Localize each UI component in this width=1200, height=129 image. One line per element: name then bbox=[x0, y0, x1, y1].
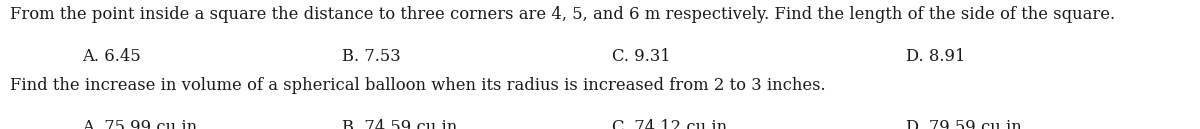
Text: B. 7.53: B. 7.53 bbox=[342, 48, 401, 65]
Text: From the point inside a square the distance to three corners are 4, 5, and 6 m r: From the point inside a square the dista… bbox=[10, 6, 1115, 23]
Text: C. 74.12 cu in: C. 74.12 cu in bbox=[612, 119, 727, 129]
Text: C. 9.31: C. 9.31 bbox=[612, 48, 671, 65]
Text: A. 75.99 cu in: A. 75.99 cu in bbox=[82, 119, 197, 129]
Text: B. 74.59 cu in: B. 74.59 cu in bbox=[342, 119, 457, 129]
Text: D. 8.91: D. 8.91 bbox=[906, 48, 965, 65]
Text: D. 79.59 cu in: D. 79.59 cu in bbox=[906, 119, 1021, 129]
Text: A. 6.45: A. 6.45 bbox=[82, 48, 140, 65]
Text: Find the increase in volume of a spherical balloon when its radius is increased : Find the increase in volume of a spheric… bbox=[10, 77, 826, 94]
